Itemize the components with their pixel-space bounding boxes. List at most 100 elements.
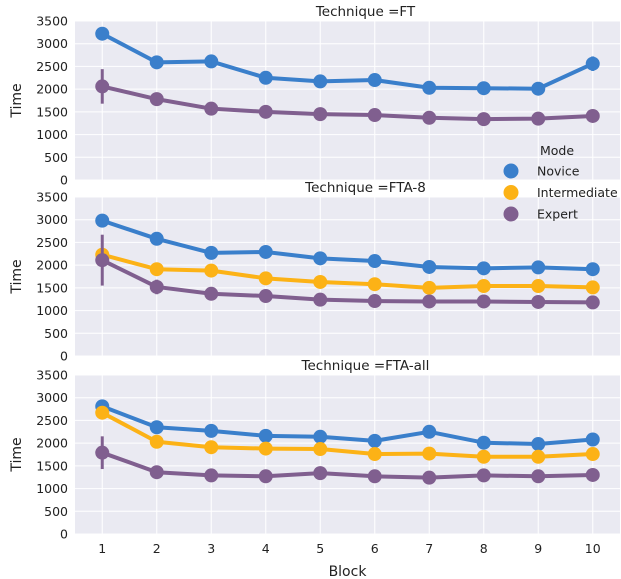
legend: Mode Novice Intermediate Expert (503, 143, 618, 222)
data-point (476, 81, 491, 96)
y-tick-label: 2500 (36, 235, 68, 250)
y-tick-label: 500 (44, 326, 68, 341)
panel-title: Technique =FT (315, 4, 416, 20)
legend-marker (503, 163, 519, 179)
y-tick-label: 1500 (36, 280, 68, 295)
y-tick-label: 0 (60, 349, 68, 364)
data-point (367, 73, 382, 88)
data-point (422, 280, 437, 295)
data-point (313, 292, 328, 307)
data-point (204, 263, 219, 278)
y-tick-label: 0 (60, 173, 68, 188)
data-point (204, 245, 219, 260)
x-tick-label: 8 (480, 541, 488, 556)
series-line (100, 252, 595, 290)
data-point (476, 261, 491, 276)
y-tick-label: 1500 (36, 104, 68, 119)
series-line (100, 404, 595, 447)
y-tick-label: 500 (44, 150, 68, 165)
x-tick-label: 6 (371, 541, 379, 556)
data-point (313, 466, 328, 481)
data-point (149, 55, 164, 70)
y-tick-label: 3000 (36, 390, 68, 405)
data-point (149, 279, 164, 294)
panel-1: 0 500 1000 1500 2000 2500 3000 3500 Technique =F… (9, 4, 620, 188)
data-point (367, 254, 382, 269)
x-tick-label: 5 (316, 541, 324, 556)
data-point (313, 429, 328, 444)
series-line (100, 84, 595, 122)
series-line (100, 410, 595, 459)
data-point (422, 470, 437, 485)
data-point (258, 244, 273, 259)
data-point (367, 108, 382, 123)
series-line (100, 31, 595, 91)
y-tick-label: 2000 (36, 82, 68, 97)
data-point (531, 294, 546, 309)
data-point (367, 294, 382, 309)
y-tick-label: 1000 (36, 127, 68, 142)
data-point (585, 447, 600, 462)
data-point (585, 56, 600, 71)
data-point (422, 259, 437, 274)
data-point (531, 111, 546, 126)
x-tick-label: 10 (585, 541, 601, 556)
y-tick-label: 3500 (36, 14, 68, 29)
plot-background (75, 375, 620, 534)
data-point (585, 262, 600, 277)
data-point (422, 446, 437, 461)
y-tick-label: 1000 (36, 303, 68, 318)
x-axis-label: Block (329, 564, 368, 579)
data-point (367, 447, 382, 462)
data-point (367, 433, 382, 448)
data-point (531, 279, 546, 294)
series-novice (95, 213, 600, 277)
y-axis-label: Time (9, 437, 25, 472)
data-point (95, 26, 110, 41)
panel-3: 0 500 1000 1500 2000 2500 3000 3500 Technique =F… (9, 358, 620, 542)
data-point (149, 434, 164, 449)
y-tick-label: 2500 (36, 413, 68, 428)
y-tick-label: 1500 (36, 458, 68, 473)
y-tick-label: 3500 (36, 190, 68, 205)
data-point (313, 274, 328, 289)
data-point (585, 280, 600, 295)
data-point (585, 108, 600, 123)
data-point (258, 469, 273, 484)
data-point (204, 101, 219, 116)
data-point (258, 441, 273, 456)
legend-label: Intermediate (537, 185, 618, 200)
data-point (367, 469, 382, 484)
data-point (476, 294, 491, 309)
y-tick-label: 0 (60, 527, 68, 542)
legend-marker (503, 185, 519, 200)
series-intermediate (95, 247, 600, 295)
legend-marker (503, 206, 519, 222)
data-point (149, 92, 164, 107)
data-point (95, 405, 110, 420)
data-point (204, 54, 219, 69)
y-tick-label: 2000 (36, 258, 68, 273)
series-intermediate (95, 405, 600, 464)
data-point (585, 467, 600, 482)
data-point (531, 260, 546, 275)
data-point (476, 449, 491, 464)
data-point (313, 74, 328, 89)
data-point (95, 79, 110, 94)
series-line (100, 258, 595, 305)
data-point (204, 440, 219, 455)
data-point (258, 70, 273, 85)
y-axis-label: Time (9, 83, 25, 118)
data-point (531, 449, 546, 464)
legend-label: Expert (537, 207, 578, 222)
y-tick-label: 1000 (36, 481, 68, 496)
x-tick-label: 7 (425, 541, 433, 556)
data-point (95, 253, 110, 268)
data-point (313, 442, 328, 457)
x-tick-label: 2 (153, 541, 161, 556)
data-point (313, 251, 328, 266)
data-point (258, 104, 273, 119)
data-point (204, 286, 219, 301)
data-point (367, 277, 382, 292)
data-point (149, 465, 164, 480)
